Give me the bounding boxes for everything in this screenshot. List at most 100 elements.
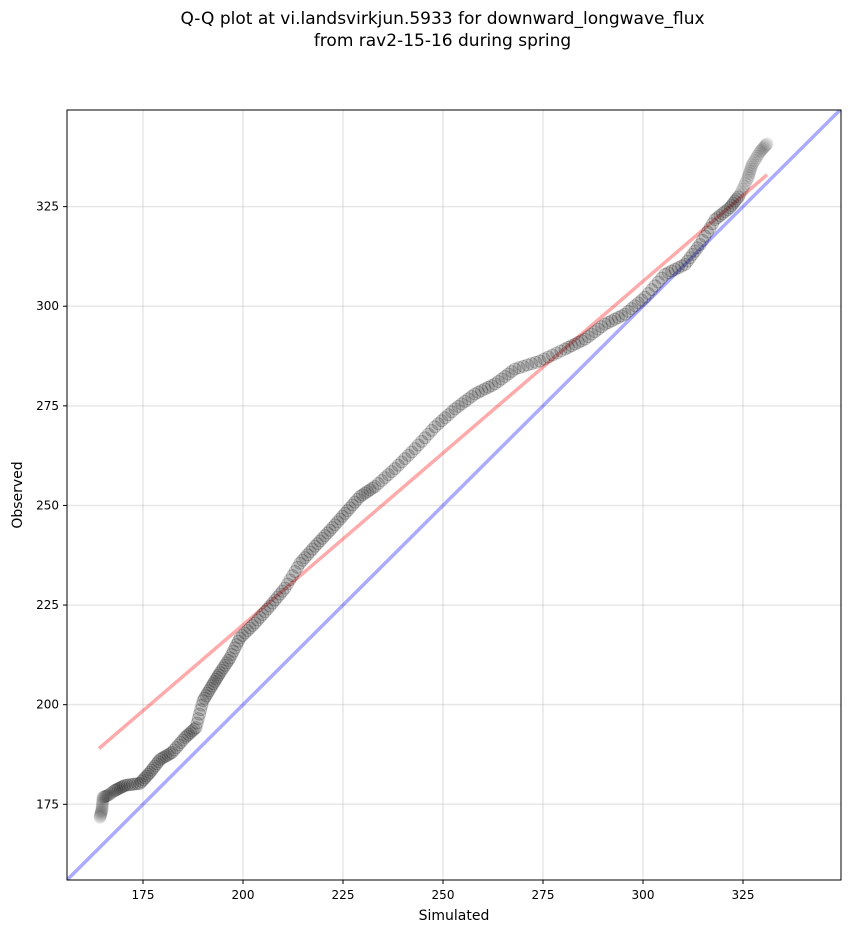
data-point [102, 787, 116, 801]
data-point [628, 299, 642, 313]
data-point [726, 196, 740, 210]
data-point [591, 322, 605, 336]
data-point [495, 372, 509, 386]
data-point [752, 147, 766, 161]
data-point [281, 577, 294, 591]
data-point [185, 724, 199, 738]
data-point [388, 462, 402, 476]
one-to-one-line [67, 110, 841, 880]
data-point [395, 455, 409, 469]
data-point [537, 352, 551, 366]
data-point [115, 780, 129, 794]
data-point [491, 374, 505, 388]
data-point [336, 509, 349, 523]
data-point [358, 486, 372, 500]
data-point [182, 727, 196, 741]
data-point [681, 254, 694, 268]
data-point [748, 153, 762, 167]
data-point [241, 623, 254, 637]
data-point [161, 748, 175, 762]
data-point [645, 283, 659, 297]
data-point [398, 452, 412, 466]
data-point [691, 241, 704, 255]
data-point [212, 668, 226, 682]
data-point [465, 389, 479, 403]
y-tick-label: 175 [36, 797, 59, 811]
data-point [93, 809, 107, 823]
data-point [581, 330, 595, 344]
data-point [93, 810, 107, 824]
data-point [148, 759, 162, 773]
lines [67, 110, 841, 880]
data-point [521, 358, 534, 372]
data-point [561, 340, 575, 354]
y-tick-label: 300 [36, 299, 59, 313]
chart-title-line1: Q-Q plot at vi.landsvirkjun.5933 for dow… [180, 9, 705, 29]
data-point [348, 495, 362, 509]
data-point [438, 411, 452, 425]
data-point [94, 806, 108, 820]
data-point [750, 149, 764, 163]
data-point [333, 512, 347, 526]
data-point [198, 691, 211, 705]
data-point [343, 501, 357, 515]
data-point [291, 560, 304, 574]
data-point [121, 778, 134, 792]
data-point [683, 251, 697, 265]
data-point [701, 225, 714, 239]
data-point [248, 616, 262, 630]
data-point [165, 745, 179, 759]
data-point [95, 800, 109, 814]
x-tick-label: 300 [632, 888, 655, 902]
data-point [675, 259, 689, 273]
data-point [743, 164, 757, 178]
data-point [233, 631, 247, 645]
data-point [178, 731, 192, 745]
data-point [605, 314, 619, 328]
grid [67, 110, 841, 880]
data-point [631, 296, 645, 310]
data-point [558, 342, 572, 356]
data-point [221, 653, 235, 667]
data-point [706, 217, 719, 231]
data-point [225, 648, 239, 662]
data-point [541, 350, 555, 364]
data-point [661, 266, 675, 280]
data-point [408, 442, 422, 456]
y-tick-label: 225 [36, 598, 59, 612]
data-point [568, 337, 582, 351]
data-point [415, 434, 429, 448]
data-point [608, 312, 622, 326]
data-point [740, 174, 754, 188]
y-axis-label: Observed [10, 461, 26, 528]
data-point [230, 638, 244, 652]
data-point [311, 537, 324, 551]
x-tick-label: 250 [432, 888, 455, 902]
data-point [353, 489, 367, 503]
data-point [341, 504, 354, 518]
data-point [760, 137, 774, 151]
data-point [201, 686, 214, 700]
data-point [140, 769, 154, 783]
data-point [733, 188, 747, 202]
chart-title: Q-Q plot at vi.landsvirkjun.5933 for dow… [0, 8, 851, 52]
points [93, 137, 774, 824]
data-point [516, 359, 530, 373]
data-point [210, 670, 224, 684]
data-point [578, 332, 592, 346]
data-point [266, 596, 279, 610]
data-point [208, 674, 222, 688]
data-point [303, 545, 317, 559]
data-point [723, 201, 737, 215]
data-point [744, 162, 758, 176]
data-point [180, 729, 194, 743]
data-point [693, 237, 707, 251]
data-point [157, 750, 171, 764]
data-point [94, 808, 108, 822]
data-point [169, 741, 183, 755]
data-point [698, 229, 712, 243]
data-point [421, 427, 435, 441]
data-point [216, 661, 230, 675]
x-tick-label: 175 [132, 888, 155, 902]
data-point [94, 805, 108, 819]
